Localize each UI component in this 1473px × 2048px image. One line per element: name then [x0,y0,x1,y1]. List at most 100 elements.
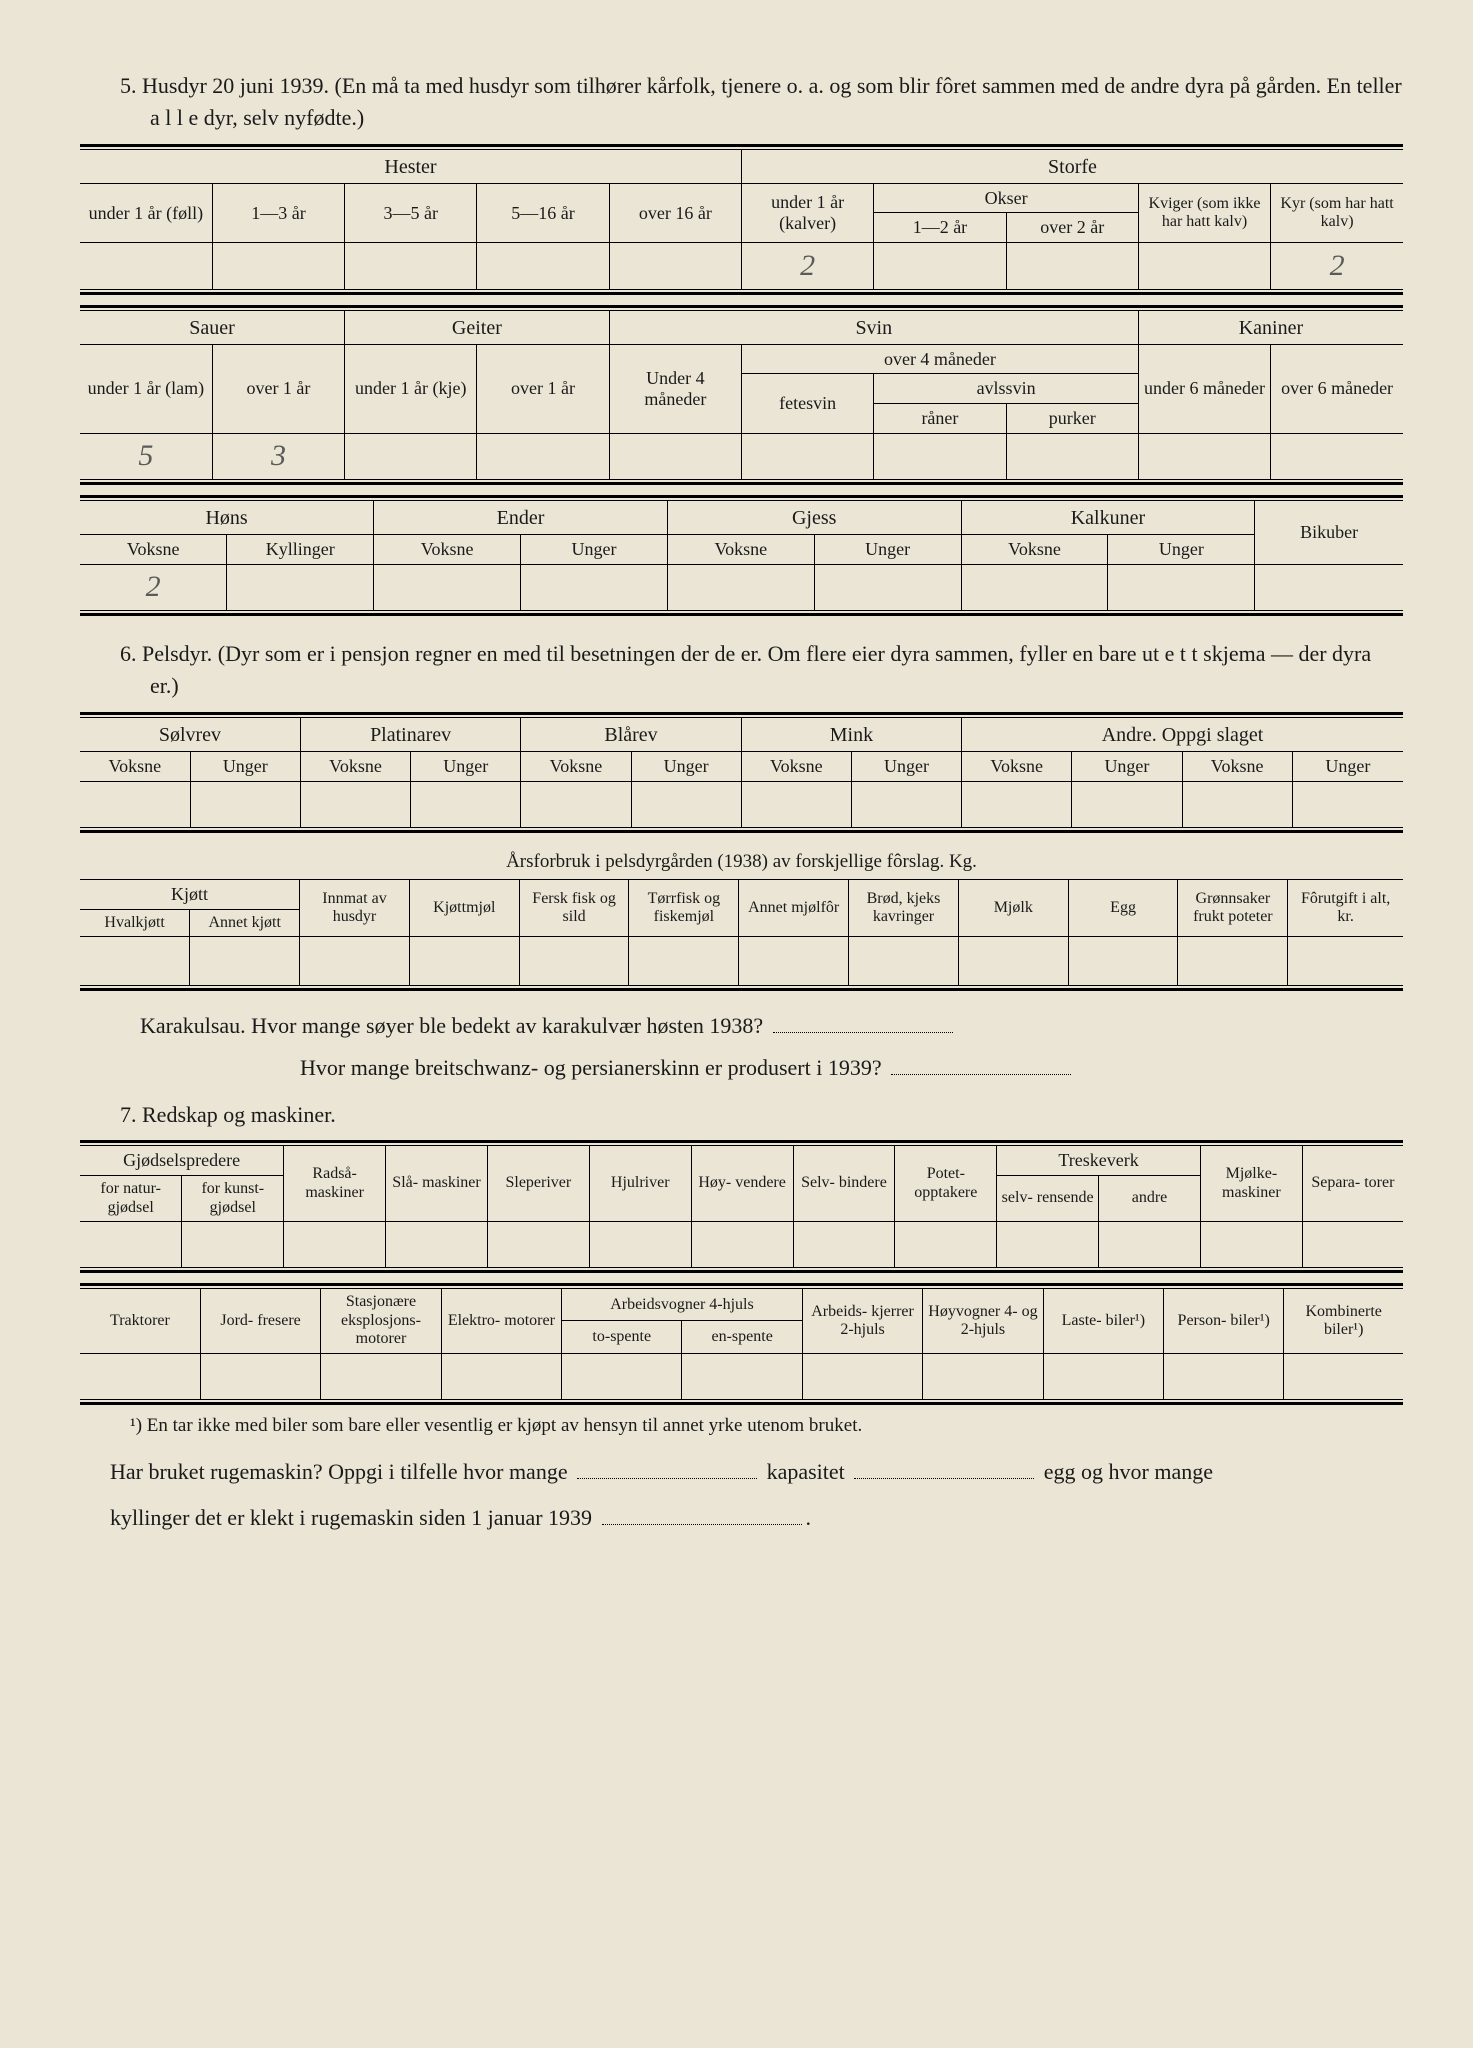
cell[interactable] [962,781,1072,827]
cell[interactable] [1006,433,1138,479]
cell[interactable] [1043,1353,1163,1399]
cell[interactable] [409,937,519,985]
cell[interactable] [80,1353,200,1399]
cell[interactable] [80,1221,182,1267]
blank-field[interactable] [773,1009,953,1033]
cell[interactable] [284,1221,386,1267]
cell[interactable] [562,1353,682,1399]
cell[interactable] [691,1221,793,1267]
col-brod: Brød, kjeks kavringer [849,880,959,936]
cell-kyr[interactable]: 2 [1271,243,1403,289]
cell[interactable] [682,1353,802,1399]
cell[interactable] [793,1221,895,1267]
col-ender-unger: Unger [521,535,668,564]
blank-field[interactable] [891,1051,1071,1075]
cell[interactable] [1255,564,1403,610]
blank-field[interactable] [602,1501,802,1525]
cell[interactable] [667,564,814,610]
cell[interactable] [1072,781,1182,827]
cell[interactable] [631,781,741,827]
cell[interactable] [629,937,739,985]
cell[interactable] [190,937,300,985]
section-num: 5. [120,73,137,98]
col-hons-voksne: Voksne [80,535,227,564]
cell[interactable] [1271,433,1403,479]
cell[interactable] [802,1353,922,1399]
cell[interactable] [190,781,300,827]
col: Unger [631,752,741,781]
cell[interactable] [741,781,851,827]
cell[interactable] [80,781,190,827]
cell-hons-voksne[interactable]: 2 [80,564,227,610]
cell-sau-o1[interactable]: 3 [212,433,344,479]
cell-kalver[interactable]: 2 [741,243,873,289]
col-stasjon: Stasjonære eksplosjons- motorer [321,1289,441,1352]
cell[interactable] [1138,243,1270,289]
cell[interactable] [1099,1221,1201,1267]
cell[interactable] [997,1221,1099,1267]
col: Unger [190,752,300,781]
cell[interactable] [851,781,961,827]
blank-field[interactable] [854,1455,1034,1479]
cell[interactable] [958,937,1068,985]
cell[interactable] [321,1353,441,1399]
col: Voksne [741,752,851,781]
cell[interactable] [874,433,1006,479]
group-ender: Ender [374,501,668,535]
cell[interactable] [961,564,1108,610]
cell[interactable] [609,433,741,479]
cell-lam[interactable]: 5 [80,433,212,479]
cell[interactable] [487,1221,589,1267]
cell[interactable] [1068,937,1178,985]
cell[interactable] [1164,1353,1284,1399]
cell[interactable] [345,243,477,289]
cell[interactable] [300,781,410,827]
cell[interactable] [1108,564,1255,610]
section-5-heading: 5. Husdyr 20 juni 1939. (En må ta med hu… [120,70,1403,134]
table-forbruk: Kjøtt Innmat av husdyr Kjøttmjøl Fersk f… [80,880,1403,985]
cell[interactable] [609,243,741,289]
cell[interactable] [477,243,609,289]
cell[interactable] [519,937,629,985]
cell[interactable] [1178,937,1288,985]
cell[interactable] [849,937,959,985]
cell[interactable] [1288,937,1403,985]
cell[interactable] [300,937,410,985]
cell[interactable] [477,433,609,479]
cell[interactable] [227,564,374,610]
cell[interactable] [200,1353,320,1399]
col-ferskfisk: Fersk fisk og sild [519,880,629,936]
cell[interactable] [739,937,849,985]
col-kjott: Kjøtt [80,880,300,909]
cell[interactable] [1284,1353,1403,1399]
cell[interactable] [521,564,668,610]
cell[interactable] [741,433,873,479]
cell[interactable] [182,1221,284,1267]
cell[interactable] [80,243,212,289]
col-hest-u1: under 1 år (føll) [80,183,212,242]
cell[interactable] [441,1353,561,1399]
cell[interactable] [1006,243,1138,289]
cell[interactable] [895,1221,997,1267]
cell[interactable] [874,243,1006,289]
cell[interactable] [1292,781,1403,827]
text: egg og hvor mange [1044,1459,1213,1484]
cell[interactable] [411,781,521,827]
cell[interactable] [80,937,190,985]
cell[interactable] [589,1221,691,1267]
cell[interactable] [1138,433,1270,479]
cell[interactable] [386,1221,488,1267]
cell[interactable] [1182,781,1292,827]
cell[interactable] [521,781,631,827]
cell[interactable] [814,564,961,610]
cell[interactable] [212,243,344,289]
cell[interactable] [1302,1221,1403,1267]
cell[interactable] [923,1353,1043,1399]
blank-field[interactable] [577,1455,757,1479]
cell[interactable] [1200,1221,1302,1267]
cell[interactable] [374,564,521,610]
table-hester-storfe: Hester Storfe under 1 år (føll) 1—3 år 3… [80,150,1403,289]
cell[interactable] [345,433,477,479]
section-6-heading: 6. Pelsdyr. (Dyr som er i pensjon regner… [120,638,1403,702]
footnote-1: ¹) En tar ikke med biler som bare eller … [130,1415,1403,1437]
